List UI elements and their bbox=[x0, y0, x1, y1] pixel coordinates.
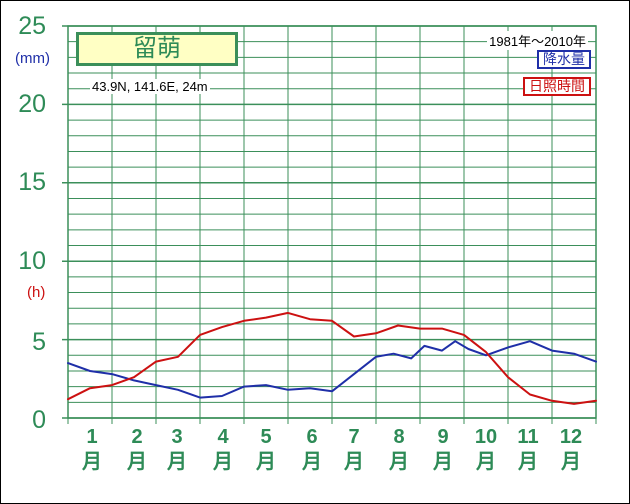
month-10-num: 10 bbox=[474, 426, 498, 448]
sunshine-line bbox=[67, 311, 597, 405]
month-2-kanji: 月 bbox=[127, 451, 147, 473]
y-tick-5: 5 bbox=[32, 328, 46, 356]
legend-precipitation: 降水量 bbox=[537, 50, 591, 69]
month-8-num: 8 bbox=[393, 426, 405, 448]
month-4-num: 4 bbox=[217, 426, 229, 448]
month-2-num: 2 bbox=[131, 426, 143, 448]
plot-area-border bbox=[67, 25, 597, 419]
month-1-num: 1 bbox=[86, 426, 98, 448]
month-5-kanji: 月 bbox=[256, 451, 276, 473]
unit-h-label: (h) bbox=[27, 284, 46, 301]
month-11-kanji: 月 bbox=[518, 451, 538, 473]
month-12-num: 12 bbox=[559, 426, 583, 448]
month-5-num: 5 bbox=[260, 426, 272, 448]
month-11-num: 11 bbox=[517, 426, 539, 448]
month-1-kanji: 月 bbox=[82, 451, 102, 473]
station-coords: 43.9N, 141.6E, 24m bbox=[90, 79, 210, 94]
y-tick-20: 20 bbox=[18, 90, 46, 118]
month-3-kanji: 月 bbox=[167, 451, 187, 473]
month-12-kanji: 月 bbox=[561, 451, 581, 473]
y-tick-15: 15 bbox=[18, 168, 46, 196]
month-10-kanji: 月 bbox=[476, 451, 496, 473]
precipitation-line bbox=[67, 340, 597, 399]
month-4-kanji: 月 bbox=[213, 451, 233, 473]
month-9-kanji: 月 bbox=[433, 451, 453, 473]
month-9-num: 9 bbox=[437, 426, 449, 448]
y-tick-25: 25 bbox=[18, 12, 46, 40]
month-7-num: 7 bbox=[348, 426, 360, 448]
unit-mm-label: (mm) bbox=[15, 50, 50, 67]
y-tick-10: 10 bbox=[18, 247, 46, 275]
month-7-kanji: 月 bbox=[344, 451, 364, 473]
month-6-num: 6 bbox=[306, 426, 318, 448]
period-label: 1981年〜2010年 bbox=[487, 31, 588, 50]
month-6-kanji: 月 bbox=[302, 451, 322, 473]
legend-sunshine: 日照時間 bbox=[523, 77, 591, 96]
station-name-box: 留萌 bbox=[76, 32, 238, 66]
month-3-num: 3 bbox=[171, 426, 183, 448]
month-8-kanji: 月 bbox=[389, 451, 409, 473]
y-tick-0: 0 bbox=[32, 406, 46, 434]
